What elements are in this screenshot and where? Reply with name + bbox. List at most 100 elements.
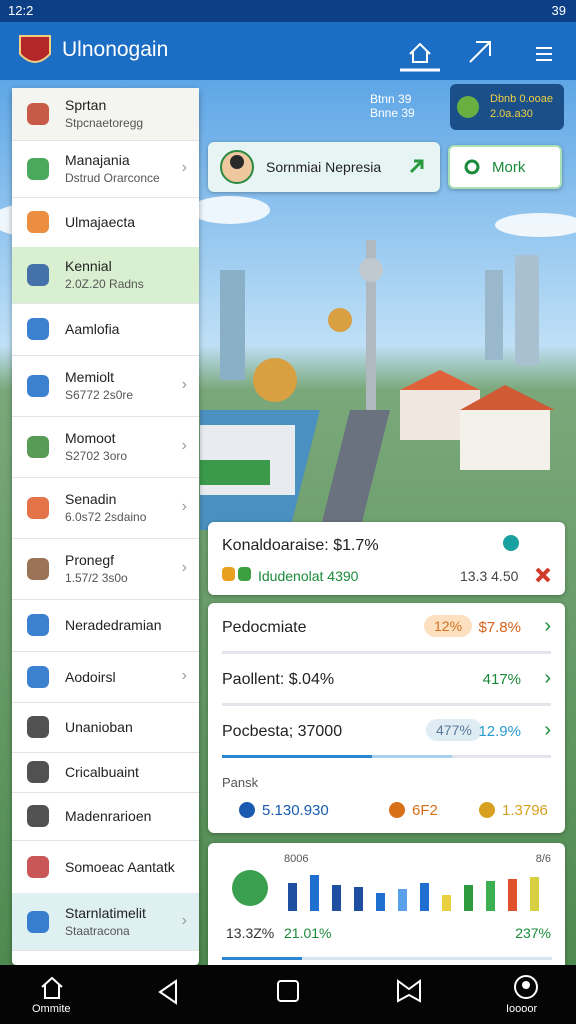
- menu-icon: [27, 614, 49, 636]
- menu-title: Starnlatimelit: [65, 904, 146, 921]
- bar: [420, 883, 429, 911]
- bar: [508, 879, 517, 911]
- menu-title: Unanioban: [65, 719, 133, 735]
- app-logo: [19, 35, 51, 63]
- mini-bar-chart: [288, 875, 539, 911]
- menu-item[interactable]: Senadin 6.0s72 2sdaino ›: [12, 477, 199, 539]
- close-icon[interactable]: [534, 566, 552, 584]
- menu-icon: [27, 716, 49, 738]
- menu-item[interactable]: Manajania Dstrud Orarconce ›: [12, 140, 199, 198]
- profile-card[interactable]: Sornmiai Nepresia: [208, 142, 440, 192]
- menu-icon: [27, 496, 49, 519]
- footer-value: 237%: [515, 925, 551, 941]
- menu-item[interactable]: Cricalbuaint: [12, 752, 199, 793]
- menu-title: Sprtan: [65, 97, 107, 113]
- status-battery: 39: [551, 3, 566, 18]
- menu-icon: [27, 910, 49, 933]
- status-time: 12:2: [8, 3, 34, 18]
- menu-item[interactable]: Madenrarioen: [12, 792, 199, 841]
- send-button[interactable]: [466, 38, 494, 66]
- icon-shape: [239, 802, 255, 818]
- menu-icon: [27, 157, 49, 180]
- menu-title: Aamlofia: [65, 321, 120, 337]
- menu-subtitle: S6772 2s0re: [65, 387, 134, 402]
- bar: [310, 875, 319, 911]
- icon-shape: [27, 805, 49, 827]
- menu-subtitle: 2.0Z.20 Radns: [65, 277, 144, 291]
- icon-shape: [27, 761, 49, 783]
- menu-item[interactable]: Momoot S2702 3oro ›: [12, 416, 199, 478]
- row-badge: 477%: [426, 719, 482, 741]
- menu-item[interactable]: Somoeac Aantatk: [12, 840, 199, 894]
- row-label: Paollent: $.04%: [222, 671, 335, 688]
- arrow-icon: [409, 159, 424, 174]
- footer-value: 21.01%: [284, 925, 332, 941]
- status-dot: [503, 535, 519, 551]
- nav-home[interactable]: [38, 975, 66, 1001]
- nav-profile[interactable]: [512, 973, 540, 1001]
- menu-icon: [27, 855, 49, 878]
- progress: [372, 755, 452, 758]
- chevron: ›: [181, 558, 187, 576]
- status-bar: 12:2 39: [0, 0, 576, 22]
- menu-item[interactable]: Unanioban: [12, 702, 199, 753]
- menu-button[interactable]: [530, 38, 558, 66]
- chevron[interactable]: ›: [544, 667, 551, 689]
- card-value: 13.3 4.50: [460, 568, 519, 584]
- icon-shape: [27, 855, 49, 878]
- bar: [376, 893, 385, 911]
- avatar: [220, 150, 254, 184]
- chevron: ›: [181, 911, 187, 929]
- row-value: 417%: [482, 671, 521, 688]
- badge-value: 2.0a.a30: [490, 108, 533, 120]
- summary-card: Konaldoaraise: $1.7% Idudenolat 4390 13.…: [208, 522, 565, 595]
- chevron: ›: [181, 666, 187, 684]
- menu-item[interactable]: Kennial 2.0Z.20 Radns: [12, 247, 199, 304]
- home-button[interactable]: [400, 34, 440, 74]
- icon-shape: [232, 870, 268, 906]
- menu-item[interactable]: Ulmajaecta: [12, 197, 199, 248]
- icon-shape: [27, 665, 49, 688]
- bar: [486, 881, 495, 911]
- nav-map[interactable]: [396, 979, 422, 1003]
- nav-overview[interactable]: [276, 979, 300, 1003]
- top-badge[interactable]: Dbnb 0.ooae 2.0a.a30: [450, 84, 564, 130]
- row-value: 12.9%: [478, 723, 521, 740]
- chevron: ›: [181, 497, 187, 515]
- bar: [442, 895, 451, 911]
- menu-item[interactable]: Pronegf 1.57/2 3s0o ›: [12, 538, 199, 600]
- menu-title: Senadin: [65, 490, 117, 507]
- menu-item[interactable]: Aamlofia: [12, 303, 199, 356]
- button-label: Mork: [492, 159, 526, 176]
- mork-button[interactable]: Mork: [448, 145, 562, 189]
- menu-item[interactable]: Memiolt S6772 2s0re ›: [12, 355, 199, 417]
- stat-label: Bnne: [370, 106, 399, 120]
- menu-item[interactable]: Aodoirsl ›: [12, 651, 199, 703]
- chevron[interactable]: ›: [544, 719, 551, 741]
- top-stats: Btnn 39 Bnne 39: [370, 92, 415, 120]
- nav-back[interactable]: [156, 979, 180, 1005]
- icon-shape: [27, 374, 49, 397]
- stat-icon: [479, 802, 495, 818]
- menu-title: Aodoirsl: [65, 668, 116, 685]
- menu-icon: [27, 103, 49, 125]
- bar: [398, 889, 407, 911]
- pill-icon: [222, 567, 251, 581]
- menu-item[interactable]: Starnlatimelit Staatracona ›: [12, 893, 199, 951]
- progress: [302, 957, 552, 960]
- menu-icon: [27, 805, 49, 827]
- icon-shape: [27, 614, 49, 636]
- row-value: $7.8%: [478, 619, 521, 636]
- badge-icon: [457, 96, 479, 118]
- menu-title: Cricalbuaint: [65, 764, 139, 780]
- chevron: ›: [181, 375, 187, 393]
- stat-icon: [389, 802, 405, 818]
- chevron: ›: [181, 158, 187, 176]
- menu-title: Kennial: [65, 258, 112, 274]
- section-label: Pansk: [222, 775, 259, 790]
- menu-item[interactable]: Neradedramian: [12, 599, 199, 652]
- menu-item[interactable]: Sprtan Stpcnaetoregg: [12, 88, 199, 141]
- menu-title: Madenrarioen: [65, 808, 152, 824]
- chevron[interactable]: ›: [544, 615, 551, 637]
